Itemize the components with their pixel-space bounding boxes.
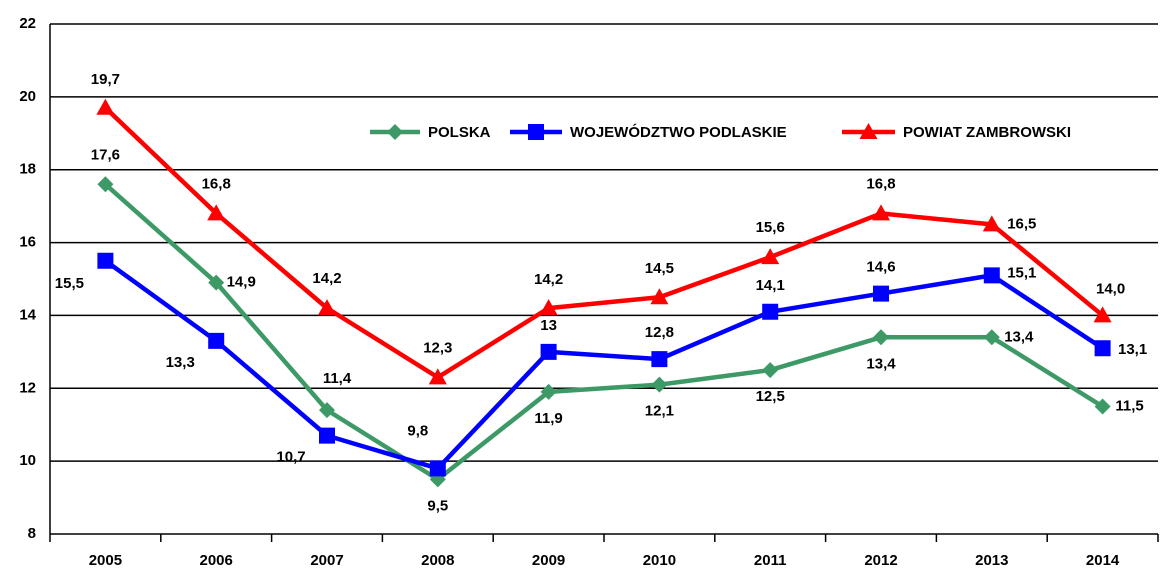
x-tick-label: 2010: [643, 552, 676, 569]
data-label: 13,4: [866, 355, 896, 372]
y-tick-label: 16: [19, 234, 36, 251]
y-tick-label: 18: [19, 161, 36, 178]
x-tick-label: 2008: [421, 552, 454, 569]
legend-label: POLSKA: [428, 124, 491, 141]
data-label: 13,1: [1118, 341, 1147, 358]
point: [319, 427, 335, 444]
legend-marker: [528, 124, 544, 140]
point: [540, 383, 557, 400]
point: [1094, 398, 1111, 415]
x-tick-label: 2011: [754, 552, 787, 569]
point: [873, 329, 889, 346]
y-tick-label: 10: [19, 452, 36, 469]
data-label: 16,8: [866, 175, 895, 192]
data-label: 15,1: [1007, 264, 1036, 281]
point: [318, 299, 336, 316]
point: [761, 248, 780, 265]
data-label: 16,5: [1007, 215, 1036, 232]
data-label: 12,8: [645, 324, 674, 341]
point: [208, 332, 225, 349]
series-line: [103, 106, 1105, 380]
data-label: 14,6: [866, 259, 895, 276]
point: [872, 204, 890, 221]
data-label: 12,3: [423, 339, 452, 356]
point: [319, 402, 335, 419]
series-line: [104, 258, 1104, 471]
y-tick-label: 8: [28, 525, 36, 542]
point: [983, 267, 1000, 284]
point: [651, 351, 668, 368]
point: [983, 329, 1000, 346]
data-label: 14,1: [756, 277, 785, 294]
data-label: 11,5: [1115, 397, 1143, 414]
data-label: 14,2: [312, 270, 341, 287]
point: [97, 252, 114, 269]
y-tick-label: 22: [19, 15, 36, 32]
x-tick-label: 2006: [200, 552, 233, 569]
point: [873, 285, 889, 302]
y-tick-label: 12: [19, 379, 36, 396]
point: [1093, 306, 1112, 323]
point: [762, 362, 779, 379]
data-label: 14,9: [227, 274, 256, 291]
data-label: 14,0: [1096, 280, 1125, 297]
point: [651, 376, 668, 393]
point: [207, 204, 226, 221]
data-label: 11,9: [534, 410, 562, 427]
legend-marker: [859, 123, 878, 139]
point: [762, 303, 779, 320]
data-label: 15,5: [55, 275, 84, 292]
data-label: 13,4: [1004, 328, 1034, 345]
x-tick-label: 2009: [532, 552, 565, 569]
data-label: 9,5: [427, 497, 448, 514]
data-label: 12,1: [645, 403, 674, 420]
y-tick-label: 14: [19, 306, 36, 323]
data-label: 16,8: [202, 175, 231, 192]
point: [97, 176, 114, 193]
data-label: 17,6: [91, 146, 120, 163]
data-label: 9,8: [407, 422, 428, 439]
data-label: 13,3: [166, 354, 195, 371]
data-label: 19,7: [91, 71, 120, 88]
x-tick-label: 2012: [864, 552, 897, 569]
data-label: 10,7: [276, 449, 305, 466]
y-tick-label: 20: [19, 88, 36, 105]
legend-label: WOJEWÓDZTWO PODLASKIE: [570, 123, 787, 141]
point: [428, 368, 447, 385]
point: [650, 288, 669, 305]
data-label: 14,5: [645, 260, 674, 277]
point: [208, 274, 225, 291]
x-tick-label: 2005: [89, 552, 122, 569]
point: [429, 460, 446, 477]
data-label: 15,6: [756, 219, 785, 236]
point: [539, 299, 558, 316]
series-line: [103, 182, 1104, 482]
point: [982, 215, 1001, 232]
x-tick-label: 2007: [310, 552, 343, 569]
point: [96, 98, 115, 115]
point: [540, 343, 557, 360]
x-tick-label: 2013: [975, 552, 1008, 569]
x-tick-label: 2014: [1086, 552, 1120, 569]
point: [1094, 340, 1111, 357]
legend-marker: [387, 124, 403, 140]
data-label: 13: [540, 317, 557, 334]
legend-label: POWIAT ZAMBROWSKI: [903, 124, 1071, 141]
data-label: 11,4: [323, 370, 352, 387]
data-label: 12,5: [756, 388, 785, 405]
data-label: 14,2: [534, 271, 563, 288]
